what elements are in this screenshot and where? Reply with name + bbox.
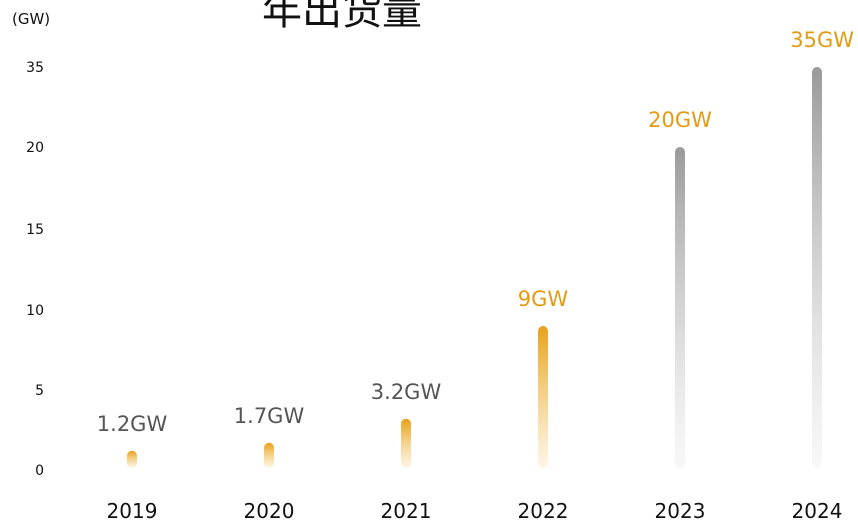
- y-tick-label: 20: [26, 140, 44, 156]
- bar-2020: [264, 442, 274, 468]
- y-axis-unit: (GW): [12, 10, 51, 28]
- y-tick-label: 35: [26, 60, 44, 76]
- x-tick-label: 2022: [518, 499, 569, 521]
- y-tick-label: 5: [35, 383, 44, 399]
- bar-2021: [401, 418, 411, 468]
- x-tick-label: 2019: [107, 499, 158, 521]
- data-label-2020: 1.7GW: [234, 404, 305, 428]
- chart-title: 年出货量: [262, 0, 422, 34]
- y-tick-label: 15: [26, 222, 44, 238]
- data-label-2024: 35GW: [790, 28, 854, 52]
- bar-2023: [675, 147, 685, 468]
- x-tick-label: 2023: [655, 499, 706, 521]
- y-tick-label: 0: [35, 463, 44, 479]
- bar-2022: [538, 326, 548, 468]
- data-label-2019: 1.2GW: [97, 412, 168, 436]
- data-label-2022: 9GW: [518, 287, 569, 311]
- bar-2019: [127, 450, 137, 468]
- data-label-2023: 20GW: [648, 108, 712, 132]
- x-tick-label: 2024: [792, 499, 843, 521]
- x-tick-label: 2021: [381, 499, 432, 521]
- y-tick-label: 10: [26, 303, 44, 319]
- x-tick-label: 2020: [244, 499, 295, 521]
- bar-2024: [812, 67, 822, 468]
- data-label-2021: 3.2GW: [371, 380, 442, 404]
